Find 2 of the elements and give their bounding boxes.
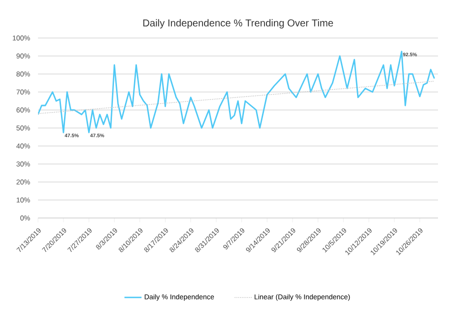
line-series [38,50,436,134]
chart-title: Daily Independence % Trending Over Time [143,19,334,28]
